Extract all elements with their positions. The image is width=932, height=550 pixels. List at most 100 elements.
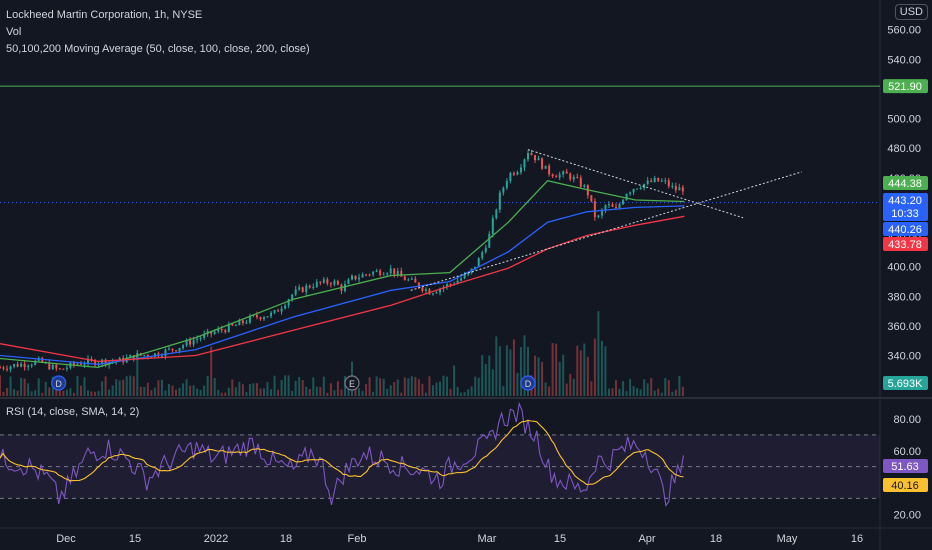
volume-bar <box>519 347 522 396</box>
volume-bar <box>681 386 684 396</box>
candle-body <box>62 368 65 370</box>
volume-bar <box>583 343 586 396</box>
volume-bar <box>569 373 572 396</box>
candle-body <box>509 172 512 182</box>
time-tick-label: Feb <box>348 533 367 545</box>
volume-bar <box>600 340 603 396</box>
volume-bar <box>6 387 9 396</box>
volume-bar <box>625 391 628 396</box>
candle-body <box>498 192 501 210</box>
candle-body <box>20 363 23 367</box>
volume-bar <box>636 388 639 396</box>
candle-body <box>484 247 487 253</box>
volume-bar <box>491 369 494 396</box>
candle-body <box>400 270 403 277</box>
volume-bar <box>13 389 16 396</box>
candle-body <box>579 177 582 187</box>
event-marker-icon <box>51 375 67 391</box>
volume-bar <box>87 390 89 396</box>
candle-body <box>270 312 273 317</box>
candle-body <box>351 275 353 280</box>
candle-body <box>389 268 392 274</box>
price-tick-label: 340.00 <box>887 351 921 363</box>
candle-body <box>354 275 357 280</box>
candle-body <box>410 278 413 280</box>
candle-body <box>657 177 660 182</box>
candle-body <box>189 340 192 345</box>
rsi-ma-line <box>0 419 684 486</box>
candle-body <box>491 218 494 234</box>
volume-tag-bg <box>883 376 928 390</box>
volume-bar <box>477 377 480 396</box>
volume-bar <box>439 381 441 396</box>
candle-body <box>48 362 51 370</box>
candle-body <box>678 187 681 191</box>
candle-body <box>301 287 304 293</box>
volume-bar <box>245 392 248 396</box>
volume-bar <box>9 376 12 396</box>
volume-bar <box>20 377 23 396</box>
time-tick-label: 15 <box>129 533 141 545</box>
volume-bar <box>657 388 660 396</box>
volume-bar <box>446 376 449 396</box>
volume-bar <box>301 379 304 396</box>
candle-body <box>58 368 61 370</box>
candle-body <box>227 324 230 333</box>
candle-body <box>199 337 202 339</box>
candle-body <box>664 180 667 182</box>
candle-body <box>6 368 9 370</box>
volume-bar <box>403 377 406 396</box>
volume-bar <box>365 384 368 396</box>
ma-value-tag-bg <box>883 176 928 190</box>
candle-body <box>287 299 290 306</box>
candle-body <box>449 284 452 286</box>
horizontal-line-tag: 521.90 <box>888 81 922 93</box>
candle-body <box>481 252 484 259</box>
volume-bar <box>284 375 287 396</box>
candle-body <box>76 363 79 365</box>
candle-body <box>23 363 26 367</box>
volume-bar <box>83 377 86 396</box>
time-tick-label: 15 <box>554 533 566 545</box>
candle-body <box>65 367 68 369</box>
volume-bar <box>58 386 61 396</box>
volume-bar <box>326 392 329 396</box>
volume-bar <box>0 375 1 396</box>
candle-body <box>671 185 674 187</box>
candle-body <box>463 274 466 279</box>
volume-bar <box>629 379 632 396</box>
volume-bar <box>178 387 181 396</box>
volume-bar <box>498 346 501 396</box>
volume-bar <box>615 380 617 396</box>
candle-body <box>90 358 93 361</box>
candle-body <box>255 314 258 318</box>
candle-body <box>182 345 185 348</box>
volume-bar <box>185 378 188 396</box>
candle-body <box>34 360 37 365</box>
candle-body <box>421 287 424 291</box>
candle-body <box>519 167 522 173</box>
volume-bar <box>196 388 199 396</box>
volume-bar <box>167 383 170 396</box>
price-tick-label: 540.00 <box>887 54 921 66</box>
volume-bar <box>62 390 65 396</box>
candle-body <box>597 215 600 218</box>
volume-bar <box>305 386 308 396</box>
volume-bar <box>146 382 149 396</box>
candle-body <box>368 274 371 276</box>
volume-bar <box>622 381 625 396</box>
candle-body <box>372 271 375 275</box>
candle-body <box>379 270 382 275</box>
volume-bar <box>544 382 547 396</box>
volume-bar <box>646 383 649 396</box>
currency-badge[interactable]: USD <box>894 4 928 20</box>
candle-body <box>393 268 396 275</box>
candle-body <box>428 289 431 295</box>
candle-body <box>541 158 544 169</box>
candle-body <box>365 274 368 276</box>
candle-body <box>16 364 19 367</box>
candle-body <box>477 258 480 267</box>
candle-body <box>104 359 107 366</box>
candle-body <box>41 357 44 363</box>
